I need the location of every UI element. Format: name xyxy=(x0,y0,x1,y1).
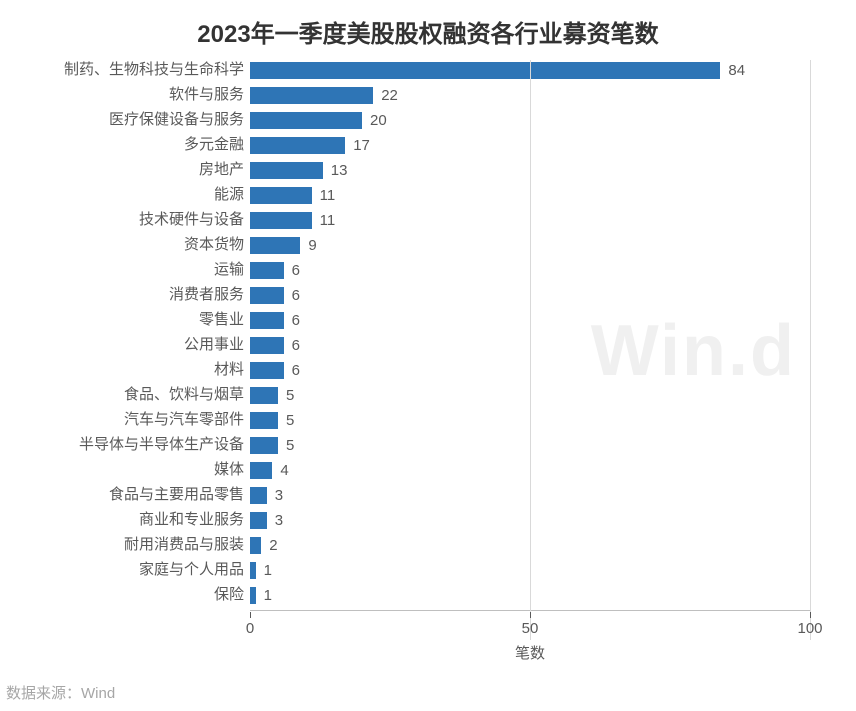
x-axis-title: 笔数 xyxy=(250,642,810,663)
category-label: 能源 xyxy=(4,187,244,204)
bar-value: 5 xyxy=(286,412,294,429)
bar-value: 11 xyxy=(320,187,336,204)
category-label: 资本货物 xyxy=(4,237,244,254)
bar xyxy=(250,212,312,229)
bar-value: 6 xyxy=(292,262,300,279)
x-tick xyxy=(810,612,811,618)
category-label: 制药、生物科技与生命科学 xyxy=(4,62,244,79)
x-tick-label: 50 xyxy=(522,620,539,637)
bar-value: 6 xyxy=(292,287,300,304)
category-label: 软件与服务 xyxy=(4,87,244,104)
bar xyxy=(250,187,312,204)
category-label: 多元金融 xyxy=(4,137,244,154)
bar xyxy=(250,262,284,279)
bar-value: 2 xyxy=(269,537,277,554)
bar xyxy=(250,562,256,579)
bar xyxy=(250,387,278,404)
bar xyxy=(250,462,272,479)
bar xyxy=(250,537,261,554)
bar-value: 1 xyxy=(264,587,272,604)
bar-value: 84 xyxy=(728,62,745,79)
category-label: 食品与主要用品零售 xyxy=(4,487,244,504)
bar-value: 6 xyxy=(292,337,300,354)
category-label: 房地产 xyxy=(4,162,244,179)
x-tick xyxy=(530,612,531,618)
category-label: 家庭与个人用品 xyxy=(4,562,244,579)
bar-value: 5 xyxy=(286,437,294,454)
bar-value: 20 xyxy=(370,112,387,129)
category-label: 材料 xyxy=(4,362,244,379)
category-label: 医疗保健设备与服务 xyxy=(4,112,244,129)
gridline xyxy=(810,60,811,640)
bar xyxy=(250,587,256,604)
category-label: 商业和专业服务 xyxy=(4,512,244,529)
category-label: 公用事业 xyxy=(4,337,244,354)
x-tick-label: 100 xyxy=(797,620,822,637)
bar xyxy=(250,487,267,504)
bar xyxy=(250,137,345,154)
x-tick-label: 0 xyxy=(246,620,254,637)
bar xyxy=(250,362,284,379)
bar xyxy=(250,162,323,179)
category-label: 半导体与半导体生产设备 xyxy=(4,437,244,454)
bar-value: 1 xyxy=(264,562,272,579)
category-label: 保险 xyxy=(4,587,244,604)
bar xyxy=(250,312,284,329)
bar xyxy=(250,337,284,354)
bar-value: 3 xyxy=(275,512,283,529)
gridline xyxy=(530,60,531,640)
bar-value: 13 xyxy=(331,162,348,179)
bar-value: 11 xyxy=(320,212,336,229)
bar-value: 6 xyxy=(292,362,300,379)
x-tick xyxy=(250,612,251,618)
bar-value: 9 xyxy=(308,237,316,254)
category-label: 零售业 xyxy=(4,312,244,329)
bar-value: 5 xyxy=(286,387,294,404)
category-label: 运输 xyxy=(4,262,244,279)
bar-value: 6 xyxy=(292,312,300,329)
category-label: 食品、饮料与烟草 xyxy=(4,387,244,404)
category-label: 汽车与汽车零部件 xyxy=(4,412,244,429)
bar-value: 4 xyxy=(280,462,288,479)
bar xyxy=(250,112,362,129)
bar xyxy=(250,87,373,104)
bar xyxy=(250,437,278,454)
bar xyxy=(250,412,278,429)
chart-title: 2023年一季度美股股权融资各行业募资笔数 xyxy=(0,0,856,49)
data-source-label: 数据来源：Wind xyxy=(6,682,115,703)
category-label: 技术硬件与设备 xyxy=(4,212,244,229)
chart-area: 制药、生物科技与生命科学84软件与服务22医疗保健设备与服务20多元金融17房地… xyxy=(0,60,856,660)
bar xyxy=(250,237,300,254)
bar xyxy=(250,62,720,79)
category-label: 消费者服务 xyxy=(4,287,244,304)
bar xyxy=(250,512,267,529)
bar-value: 22 xyxy=(381,87,398,104)
bar-value: 3 xyxy=(275,487,283,504)
category-label: 媒体 xyxy=(4,462,244,479)
bar-value: 17 xyxy=(353,137,370,154)
category-label: 耐用消费品与服装 xyxy=(4,537,244,554)
bar xyxy=(250,287,284,304)
